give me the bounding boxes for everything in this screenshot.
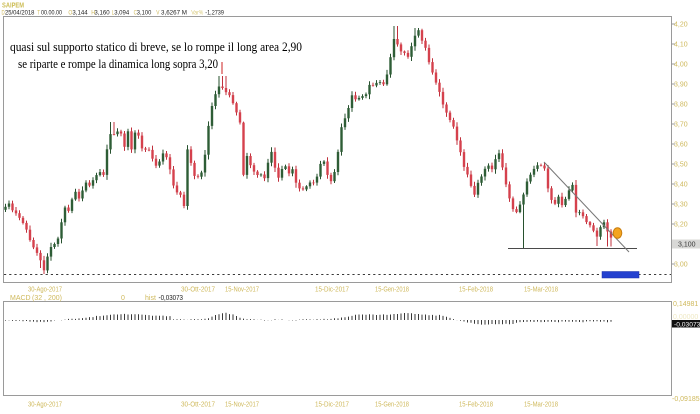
svg-text:-0,09185: -0,09185	[672, 396, 700, 403]
svg-text:15-Feb-2018: 15-Feb-2018	[459, 287, 493, 294]
svg-text:(32 , 200): (32 , 200)	[32, 295, 62, 302]
svg-text:C: C	[134, 10, 138, 17]
svg-text:-1,2739: -1,2739	[205, 10, 224, 17]
svg-text:V: V	[156, 10, 160, 17]
svg-text:4,10: 4,10	[674, 42, 688, 49]
svg-text:3,50: 3,50	[674, 162, 688, 169]
svg-text:3,094: 3,094	[114, 10, 130, 17]
svg-text:3,40: 3,40	[674, 182, 688, 189]
svg-text:3,6267 M: 3,6267 M	[161, 10, 187, 17]
svg-text:25/04/2018: 25/04/2018	[5, 10, 35, 17]
svg-text:-0,03073: -0,03073	[159, 295, 184, 302]
svg-text:SAIPEM: SAIPEM	[2, 3, 24, 10]
svg-text:3,60: 3,60	[674, 142, 688, 149]
svg-text:3,80: 3,80	[674, 102, 688, 109]
svg-text:15-Gen-2018: 15-Gen-2018	[375, 402, 409, 409]
svg-text:30-Ott-2017: 30-Ott-2017	[181, 402, 215, 409]
svg-text:30-Ott-2017: 30-Ott-2017	[181, 287, 215, 294]
svg-text:L: L	[112, 10, 115, 17]
svg-text:15-Mar-2018: 15-Mar-2018	[524, 402, 558, 409]
svg-text:15-Nov-2017: 15-Nov-2017	[225, 402, 259, 409]
svg-text:D: D	[2, 10, 6, 17]
svg-text:0,14981: 0,14981	[673, 301, 698, 308]
svg-text:15-Dic-2017: 15-Dic-2017	[315, 402, 349, 409]
svg-text:30-Ago-2017: 30-Ago-2017	[28, 402, 62, 409]
svg-text:-0,03073: -0,03073	[674, 321, 700, 328]
svg-text:15-Mar-2018: 15-Mar-2018	[524, 287, 558, 294]
svg-text:O: O	[68, 10, 72, 17]
svg-text:se riparte e rompe la dinamica: se riparte e rompe la dinamica long sopr…	[18, 57, 218, 71]
svg-text:4,00: 4,00	[674, 62, 688, 69]
svg-text:3,144: 3,144	[72, 10, 88, 17]
svg-text:0: 0	[121, 295, 125, 302]
svg-text:3,00: 3,00	[674, 262, 688, 269]
svg-text:T: T	[37, 10, 40, 17]
svg-text:3,30: 3,30	[674, 202, 688, 209]
svg-text:3,20: 3,20	[674, 222, 688, 229]
svg-text:Var%: Var%	[191, 10, 203, 17]
svg-text:3,90: 3,90	[674, 82, 688, 89]
svg-text:15-Dic-2017: 15-Dic-2017	[315, 287, 349, 294]
svg-text:00.00.00: 00.00.00	[41, 10, 62, 17]
svg-text:3,100: 3,100	[137, 10, 152, 17]
svg-text:0,00000: 0,00000	[673, 314, 698, 321]
svg-text:H: H	[91, 10, 95, 17]
svg-text:3,100: 3,100	[678, 242, 696, 249]
svg-text:quasi sul supporto statico di: quasi sul supporto statico di breve, se …	[10, 40, 302, 54]
svg-text:hist: hist	[145, 295, 156, 302]
svg-text:15-Nov-2017: 15-Nov-2017	[225, 287, 259, 294]
svg-text:30-Ago-2017: 30-Ago-2017	[28, 287, 62, 294]
svg-text:3,70: 3,70	[674, 122, 688, 129]
svg-text:4,20: 4,20	[674, 22, 688, 29]
svg-text:15-Gen-2018: 15-Gen-2018	[375, 287, 409, 294]
svg-text:MACD: MACD	[10, 295, 31, 302]
svg-text:3,160: 3,160	[94, 10, 110, 17]
svg-text:15-Feb-2018: 15-Feb-2018	[459, 402, 493, 409]
